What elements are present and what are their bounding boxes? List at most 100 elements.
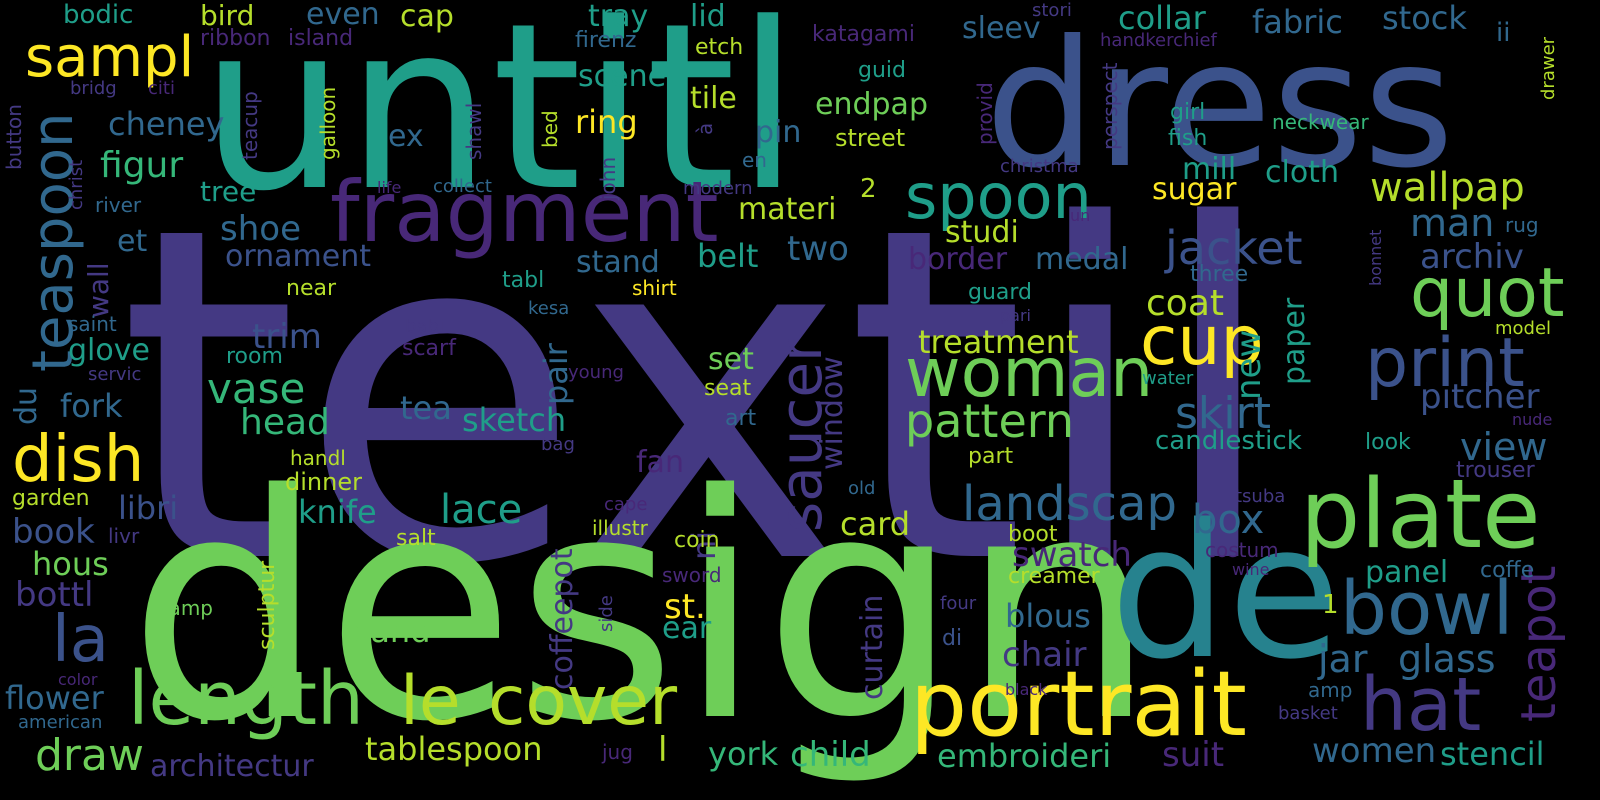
word-illustr: illustr xyxy=(592,516,648,540)
word-christma: christma xyxy=(1000,156,1079,177)
word-candlestick: candlestick xyxy=(1155,426,1302,456)
word-saint: saint xyxy=(68,312,117,336)
word-women: women xyxy=(1312,731,1437,771)
word-border: border xyxy=(908,242,1008,277)
word-four: four xyxy=(940,593,977,614)
word-coin: coin xyxy=(674,528,720,553)
word-lace: lace xyxy=(440,487,523,533)
word-cape: cape xyxy=(604,494,648,515)
word-knife: knife xyxy=(298,493,377,531)
word-book: book xyxy=(12,512,95,552)
word-glass: glass xyxy=(1398,637,1496,681)
word-bird: bird xyxy=(200,0,255,32)
word-blous: blous xyxy=(1005,597,1091,635)
word-box: box xyxy=(1192,497,1265,543)
word-chair: chair xyxy=(1002,635,1087,675)
word-2: 2 xyxy=(860,174,877,204)
word-shirt: shirt xyxy=(632,276,677,300)
word-endpap: endpap xyxy=(815,87,928,122)
word-man: man xyxy=(1410,201,1495,245)
word-wallpap: wallpap xyxy=(1370,165,1525,211)
word-amp: amp xyxy=(1308,678,1353,702)
word-card: card xyxy=(840,505,911,543)
word-cheney: cheney xyxy=(108,105,225,143)
word-et: et xyxy=(117,224,148,259)
word-curtain: curtain xyxy=(855,594,890,700)
word-à: à xyxy=(693,122,717,135)
word-three: three xyxy=(1190,262,1249,287)
word-head: head xyxy=(240,402,330,443)
word-cup: cup xyxy=(1140,302,1264,381)
word-shoe: shoe xyxy=(220,209,301,249)
word-untitl: untitl xyxy=(200,0,800,242)
word-l: l xyxy=(658,730,668,770)
word-spoon: spoon xyxy=(905,160,1092,233)
word-etch: etch xyxy=(695,35,744,60)
word-mill: mill xyxy=(1182,152,1237,187)
word-new: new xyxy=(1229,329,1269,400)
word-side: side xyxy=(596,595,617,632)
word-fan: fan xyxy=(636,445,684,480)
word-fish: fish xyxy=(1168,126,1208,151)
word-window: window xyxy=(815,356,850,470)
word-pari: pari xyxy=(1000,306,1031,325)
word-draw: draw xyxy=(35,730,144,781)
word-archiv: archiv xyxy=(1420,237,1524,277)
word-bonnet: bonnet xyxy=(1366,229,1385,286)
word-suit: suit xyxy=(1162,735,1225,775)
word-jar: jar xyxy=(1318,637,1368,681)
word-sleev: sleev xyxy=(962,11,1041,46)
word-ear: ear xyxy=(662,611,712,646)
word-architectur: architectur xyxy=(150,749,314,784)
word-portrait: portrait xyxy=(910,652,1247,757)
word-tablespoon: tablespoon xyxy=(365,730,543,768)
word-water: water xyxy=(1142,368,1194,389)
word-dish: dish xyxy=(12,423,145,497)
word-stand: stand xyxy=(576,245,660,280)
word-bodic: bodic xyxy=(63,0,134,30)
word-la: la xyxy=(52,603,109,677)
word-de: de xyxy=(1110,484,1342,700)
word-color: color xyxy=(58,670,98,689)
word-sampl: sampl xyxy=(25,25,195,90)
word-woman: woman xyxy=(905,334,1154,413)
word-glove: glove xyxy=(68,333,150,368)
word-trouser: trouser xyxy=(1456,458,1535,483)
word-citi: citi xyxy=(148,78,175,99)
word-flower: flower xyxy=(5,679,104,717)
word-basket: basket xyxy=(1278,703,1338,724)
word-bowl: bowl xyxy=(1340,566,1514,652)
word-seat: seat xyxy=(704,376,752,401)
word-galloon: galloon xyxy=(316,86,340,160)
word-fragment: fragment xyxy=(330,163,719,261)
word-creamer: creamer xyxy=(1008,564,1100,589)
word-old: old xyxy=(848,478,876,499)
word-print: print xyxy=(1365,324,1525,403)
word-tabl: tabl xyxy=(502,268,545,293)
word-1: 1 xyxy=(1322,590,1339,620)
word-cover: cover xyxy=(488,662,678,741)
word-un: un xyxy=(1070,206,1091,225)
word-band: band xyxy=(350,612,431,650)
word-hat: hat xyxy=(1360,662,1482,748)
word-button: button xyxy=(2,104,26,170)
word-babi: babi xyxy=(405,316,444,337)
word-bridg: bridg xyxy=(70,78,117,99)
word-drawer: drawer xyxy=(1538,36,1559,100)
word-stock: stock xyxy=(1382,0,1467,37)
word-quot: quot xyxy=(1410,254,1565,333)
word-livr: livr xyxy=(108,524,140,548)
word-neckwear: neckwear xyxy=(1272,110,1369,134)
word-stencil: stencil xyxy=(1440,735,1545,773)
word-sculptur: sculptur xyxy=(255,560,280,650)
word-provid: provid xyxy=(973,82,997,145)
word-room: room xyxy=(226,344,283,369)
word-jug: jug xyxy=(602,740,633,764)
word-john: john xyxy=(596,156,620,200)
word-firenz: firenz xyxy=(575,28,637,53)
word-teapot: teapot xyxy=(1511,565,1567,722)
word-design: design xyxy=(128,429,1157,790)
word-look: look xyxy=(1365,430,1411,455)
word-paper: paper xyxy=(1277,297,1312,385)
